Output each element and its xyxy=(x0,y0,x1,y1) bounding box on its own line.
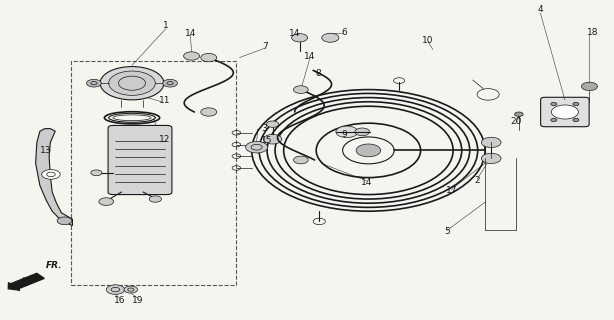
Text: 16: 16 xyxy=(114,296,125,305)
Text: 14: 14 xyxy=(289,29,300,38)
Circle shape xyxy=(201,108,217,116)
Circle shape xyxy=(551,105,578,119)
Text: 14: 14 xyxy=(305,52,316,60)
FancyBboxPatch shape xyxy=(108,125,172,195)
Circle shape xyxy=(573,102,579,106)
Text: 4: 4 xyxy=(537,5,543,14)
FancyArrow shape xyxy=(8,273,44,290)
Circle shape xyxy=(581,82,597,91)
Circle shape xyxy=(100,67,164,100)
Circle shape xyxy=(481,153,501,164)
Circle shape xyxy=(322,33,339,42)
Circle shape xyxy=(87,79,101,87)
Text: 1: 1 xyxy=(163,21,169,30)
Circle shape xyxy=(355,128,370,136)
Text: 7: 7 xyxy=(262,42,268,51)
Circle shape xyxy=(292,34,308,42)
Circle shape xyxy=(57,217,72,225)
Circle shape xyxy=(149,196,161,202)
Text: 13: 13 xyxy=(41,146,52,155)
Circle shape xyxy=(551,102,557,106)
Circle shape xyxy=(336,126,358,138)
Text: 18: 18 xyxy=(587,28,598,36)
Circle shape xyxy=(201,53,217,62)
Circle shape xyxy=(263,134,282,144)
Circle shape xyxy=(481,137,501,148)
Text: 17: 17 xyxy=(446,186,457,195)
Polygon shape xyxy=(36,129,72,226)
Text: FR.: FR. xyxy=(46,261,63,270)
Circle shape xyxy=(515,112,523,116)
Circle shape xyxy=(91,170,102,176)
Circle shape xyxy=(109,71,155,95)
Circle shape xyxy=(163,79,177,87)
Circle shape xyxy=(573,118,579,122)
Text: 19: 19 xyxy=(133,296,144,305)
Circle shape xyxy=(293,156,308,164)
Text: 8: 8 xyxy=(316,69,322,78)
Text: 5: 5 xyxy=(444,228,450,236)
Circle shape xyxy=(246,141,268,153)
Text: 11: 11 xyxy=(159,96,170,105)
Circle shape xyxy=(356,144,381,157)
Circle shape xyxy=(184,52,200,60)
Text: 14: 14 xyxy=(185,29,196,38)
Text: 9: 9 xyxy=(341,130,347,139)
Text: 10: 10 xyxy=(422,36,433,44)
Circle shape xyxy=(124,286,138,293)
Text: 2: 2 xyxy=(474,176,480,185)
Text: 15: 15 xyxy=(262,136,273,145)
Text: 6: 6 xyxy=(341,28,347,36)
Text: 20: 20 xyxy=(510,117,521,126)
Circle shape xyxy=(266,121,279,127)
Circle shape xyxy=(106,285,125,294)
Text: 12: 12 xyxy=(159,135,170,144)
Circle shape xyxy=(99,198,114,205)
Text: 3: 3 xyxy=(261,124,267,132)
Circle shape xyxy=(551,118,557,122)
Circle shape xyxy=(293,86,308,93)
Text: 14: 14 xyxy=(361,178,372,187)
Circle shape xyxy=(42,170,60,179)
FancyBboxPatch shape xyxy=(541,97,589,127)
